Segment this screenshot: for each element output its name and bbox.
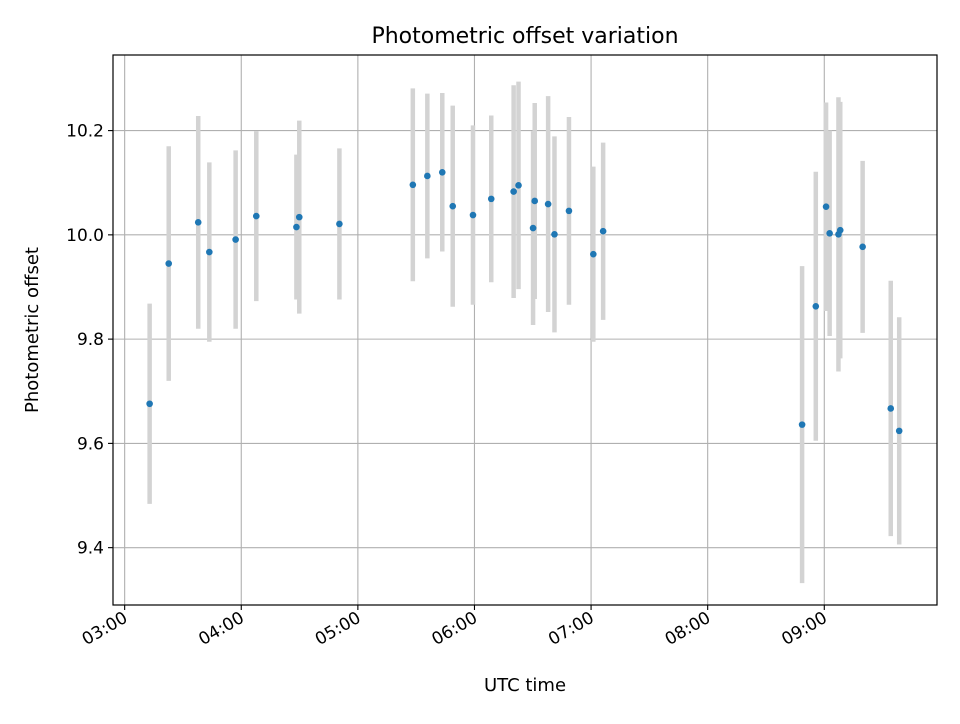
data-point [232, 236, 239, 243]
data-point [895, 427, 903, 435]
y-tick-label: 9.8 [77, 330, 104, 350]
y-tick-label: 9.4 [77, 539, 104, 559]
data-point [544, 200, 552, 208]
data-point [469, 211, 477, 219]
y-tick-label: 10.0 [66, 226, 104, 246]
data-point [599, 227, 607, 235]
data-point [515, 182, 522, 189]
y-tick-label: 9.6 [77, 434, 104, 454]
data-point [510, 188, 517, 195]
data-point [252, 212, 260, 220]
data-point [887, 405, 895, 412]
data-point [295, 213, 303, 221]
y-axis: 9.4 9.6 9.8 10.0 10.2 [66, 122, 113, 559]
data-point [424, 172, 431, 180]
data-points [146, 168, 903, 435]
data-point [146, 400, 153, 408]
x-axis-label: UTC time [484, 675, 566, 696]
data-point [165, 260, 173, 267]
chart-title: Photometric offset variation [371, 24, 678, 49]
data-point [836, 226, 844, 234]
data-point [438, 168, 446, 176]
data-point [194, 219, 202, 226]
data-point [798, 421, 806, 428]
data-point [206, 248, 213, 256]
data-point [551, 231, 558, 238]
y-tick-label: 10.2 [66, 122, 104, 142]
data-point [336, 220, 343, 228]
plot-frame [112, 54, 938, 606]
data-point [859, 243, 866, 251]
data-point [590, 250, 597, 258]
data-point [529, 224, 537, 232]
data-point [826, 229, 833, 237]
data-point [487, 195, 495, 203]
data-point [293, 223, 300, 231]
data-point [822, 203, 830, 211]
data-point [531, 197, 539, 205]
data-point [812, 302, 820, 310]
data-point [565, 207, 573, 215]
data-point [409, 181, 417, 189]
y-axis-label: Photometric offset [22, 247, 43, 413]
data-point [449, 202, 457, 210]
